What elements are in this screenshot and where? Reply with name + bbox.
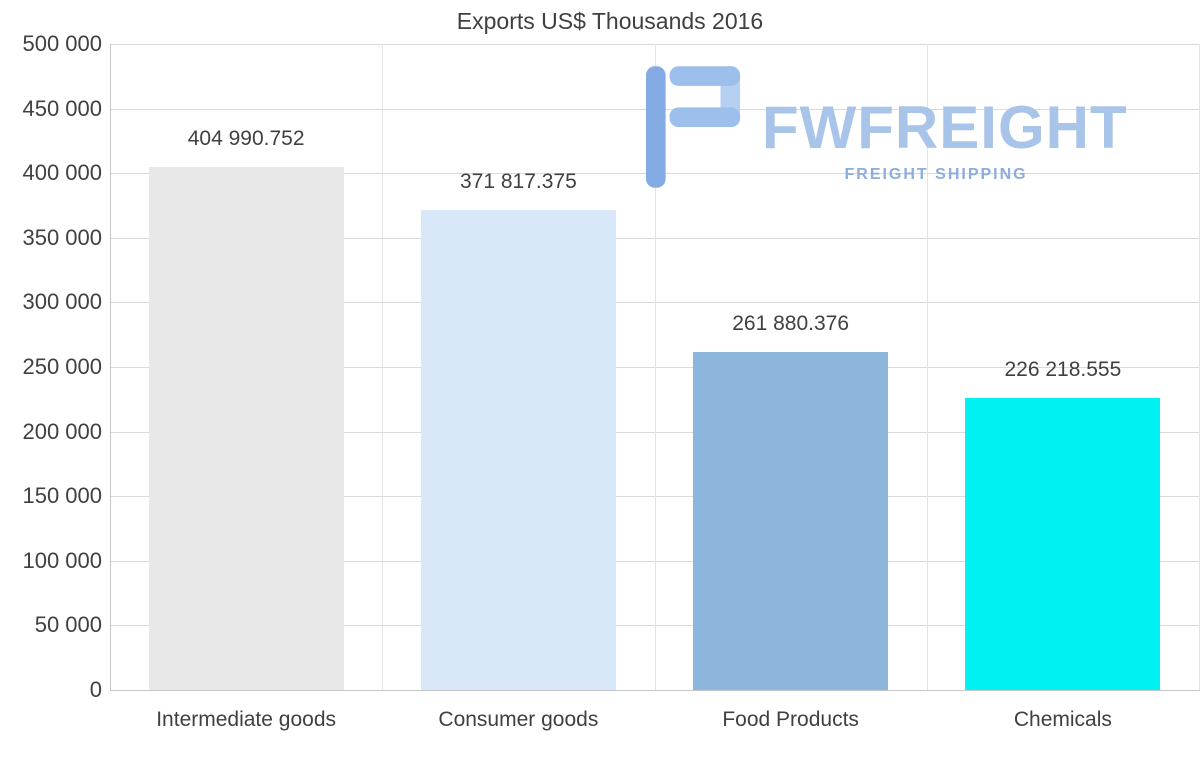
bar-intermediate-goods [148,166,344,690]
y-axis-tick-label: 450 000 [22,95,102,121]
watermark-brand-name: FWFREIGHT [762,94,1128,161]
y-axis-line [110,44,111,691]
x-axis-category-label: Chemicals [1013,708,1112,731]
bar-food-products [693,351,889,690]
x-axis-category-label: Intermediate goods [156,708,337,731]
y-axis-tick-label: 500 000 [22,31,102,56]
y-axis-tick-label: 300 000 [22,289,102,315]
bar-value-label: 226 218.555 [1004,357,1122,381]
x-gridline [926,44,928,690]
x-axis-line [110,690,1200,691]
bar-chemicals [965,397,1161,690]
fwfreight-logo-icon [646,66,741,188]
watermark-tagline: FREIGHT SHIPPING [844,166,1028,183]
y-axis-tick-label: 150 000 [22,483,102,509]
y-axis-tick-label: 200 000 [22,418,102,444]
watermark: FWFREIGHT FREIGHT SHIPPING [646,66,1128,188]
watermark-text: FWFREIGHT FREIGHT SHIPPING [762,66,1128,184]
bar-value-label: 261 880.376 [732,311,850,335]
y-axis-tick-label: 0 [89,677,102,702]
y-axis-tick-label: 400 000 [22,160,102,186]
y-axis-tick-label: 50 000 [34,612,102,638]
y-axis-tick-label: 250 000 [22,354,102,379]
x-axis-category-label: Food Products [722,708,859,731]
x-gridline [654,44,656,690]
y-axis-tick-label: 350 000 [22,224,102,250]
x-gridline [382,44,384,690]
bar-value-label: 371 817.375 [459,169,577,193]
x-axis-category-label: Consumer goods [438,708,599,731]
bar-value-label: 404 990.752 [187,126,305,150]
bar-consumer-goods [420,209,616,690]
y-axis-tick-label: 100 000 [22,547,102,573]
chart-title: Exports US$ Thousands 2016 [456,8,764,34]
